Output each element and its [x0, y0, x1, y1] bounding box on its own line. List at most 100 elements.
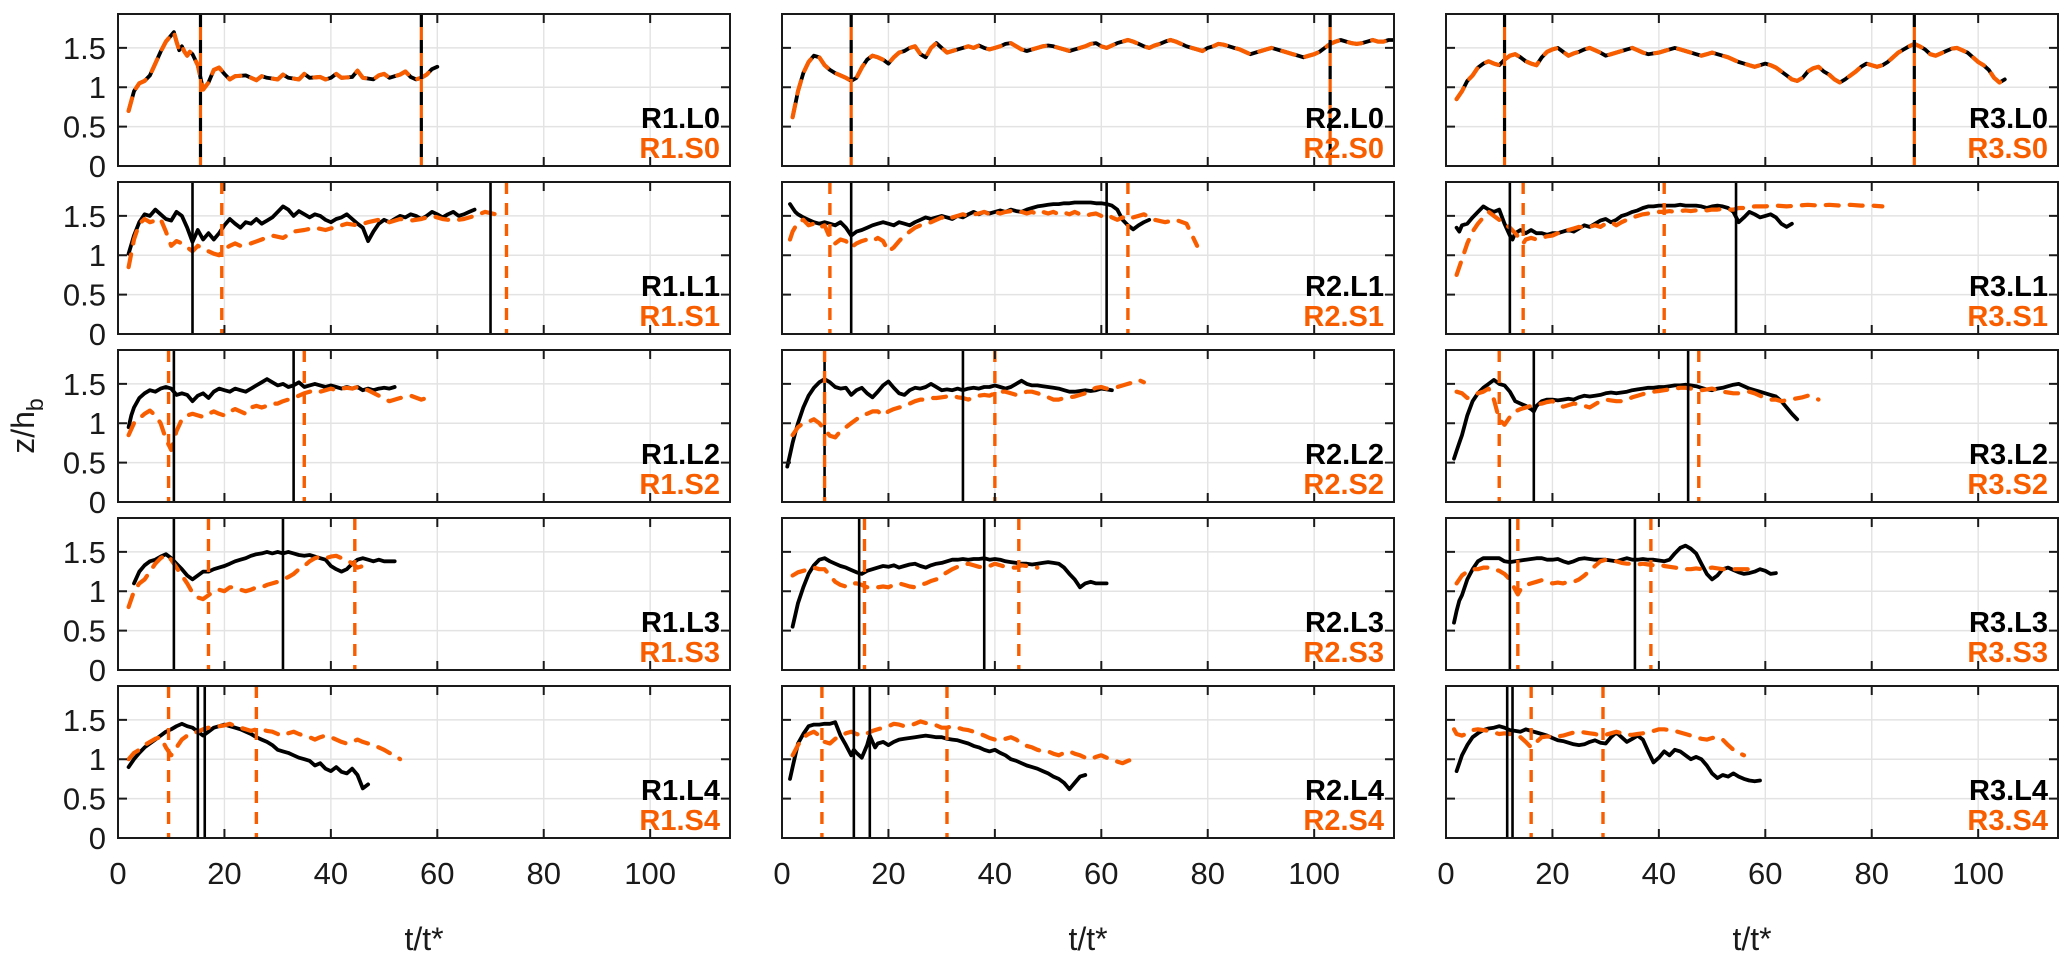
axes-box [781, 685, 1395, 839]
y-tick-label: 1.5 [63, 535, 106, 570]
line-R3.S3 [1454, 557, 1752, 597]
grid [118, 14, 730, 166]
x-axis-label: t/t* [404, 921, 443, 957]
line-R1.S4 [126, 721, 403, 762]
panel-label-R1.S0: R1.S0 [639, 133, 720, 165]
axes-box [781, 349, 1395, 503]
axes-box [117, 181, 731, 335]
panel-label-R3.L2: R3.L2 [1969, 439, 2048, 471]
x-tick-label: 20 [871, 856, 905, 891]
y-tick-label: 0 [89, 821, 106, 856]
axes-box [117, 13, 731, 167]
panel-label-R3.L1: R3.L1 [1969, 271, 2048, 303]
axes-box [1445, 517, 2059, 671]
x-axis-label: t/t* [1732, 921, 1771, 957]
panel-label-R3.S0: R3.S0 [1967, 133, 2048, 165]
x-tick-label: 40 [978, 856, 1012, 891]
x-tick-label: 60 [1084, 856, 1118, 891]
panel-label-R2.S0: R2.S0 [1303, 133, 1384, 165]
y-tick-label: 1 [89, 70, 106, 105]
x-tick-label: 60 [1748, 856, 1782, 891]
axes-box [1445, 685, 2059, 839]
y-tick-label: 0.5 [63, 782, 106, 817]
panel-label-R2.S4: R2.S4 [1303, 805, 1384, 837]
line-R3.S1 [1454, 202, 1885, 277]
line-R2.L3 [790, 556, 1109, 629]
y-tick-label: 0.5 [63, 614, 106, 649]
panel-label-R1.S3: R1.S3 [639, 637, 720, 669]
y-tick-label: 0.5 [63, 278, 106, 313]
event-markers [1508, 182, 1738, 334]
event-markers [849, 14, 1332, 166]
y-tick-label: 0 [89, 485, 106, 520]
panel-label-R3.L4: R3.L4 [1969, 775, 2048, 807]
grid [782, 686, 1394, 838]
panel-label-R2.L2: R2.L2 [1305, 439, 1384, 471]
event-markers [857, 518, 1021, 670]
line-R3.S2 [1454, 385, 1821, 427]
x-tick-label: 40 [1642, 856, 1676, 891]
panel-label-R2.S2: R2.S2 [1303, 469, 1384, 501]
line-R2.S1 [787, 209, 1200, 254]
grid [118, 350, 730, 502]
axes-box [117, 517, 731, 671]
grid [1446, 686, 2058, 838]
x-tick-label: 100 [1952, 856, 2004, 891]
line-R2.S3 [790, 561, 1040, 590]
axes-box [781, 517, 1395, 671]
event-markers [1508, 518, 1653, 670]
axes-box [1445, 181, 2059, 335]
x-tick-label: 60 [420, 856, 454, 891]
x-tick-label: 100 [624, 856, 676, 891]
event-markers [191, 182, 509, 334]
panel-label-R2.S3: R2.S3 [1303, 637, 1384, 669]
panel-label-R3.L0: R3.L0 [1969, 103, 2048, 135]
event-markers [820, 686, 949, 838]
x-tick-label: 80 [1190, 856, 1224, 891]
axes-box [1445, 13, 2059, 167]
axes-box [781, 181, 1395, 335]
line-R1.S0 [126, 30, 440, 113]
event-markers [172, 518, 357, 670]
y-tick-label: 1.5 [63, 31, 106, 66]
grid [1446, 182, 2058, 334]
y-tick-label: 0 [89, 149, 106, 184]
grid [118, 686, 730, 838]
line-R2.S0 [790, 37, 1394, 120]
event-markers [828, 182, 1130, 334]
line-R3.L2 [1452, 378, 1800, 461]
line-R3.L4 [1454, 724, 1762, 784]
y-axis-label: z/hb [5, 398, 48, 453]
panel-label-R1.L0: R1.L0 [641, 103, 720, 135]
event-markers [166, 686, 259, 838]
y-tick-label: 1.5 [63, 703, 106, 738]
y-tick-label: 0 [89, 653, 106, 688]
axes-box [117, 685, 731, 839]
y-tick-label: 1 [89, 238, 106, 273]
panel-label-R1.S1: R1.S1 [639, 301, 720, 333]
x-tick-label: 0 [109, 856, 126, 891]
x-tick-label: 40 [314, 856, 348, 891]
panel-label-R2.S1: R2.S1 [1303, 301, 1384, 333]
panel-label-R3.S2: R3.S2 [1967, 469, 2048, 501]
panel-label-R1.L1: R1.L1 [641, 271, 720, 303]
y-tick-label: 0 [89, 317, 106, 352]
axes-box [117, 349, 731, 503]
y-tick-label: 0.5 [63, 446, 106, 481]
grid [1446, 350, 2058, 502]
panel-label-R2.L1: R2.L1 [1305, 271, 1384, 303]
grid [782, 14, 1394, 166]
event-markers [1505, 686, 1605, 838]
